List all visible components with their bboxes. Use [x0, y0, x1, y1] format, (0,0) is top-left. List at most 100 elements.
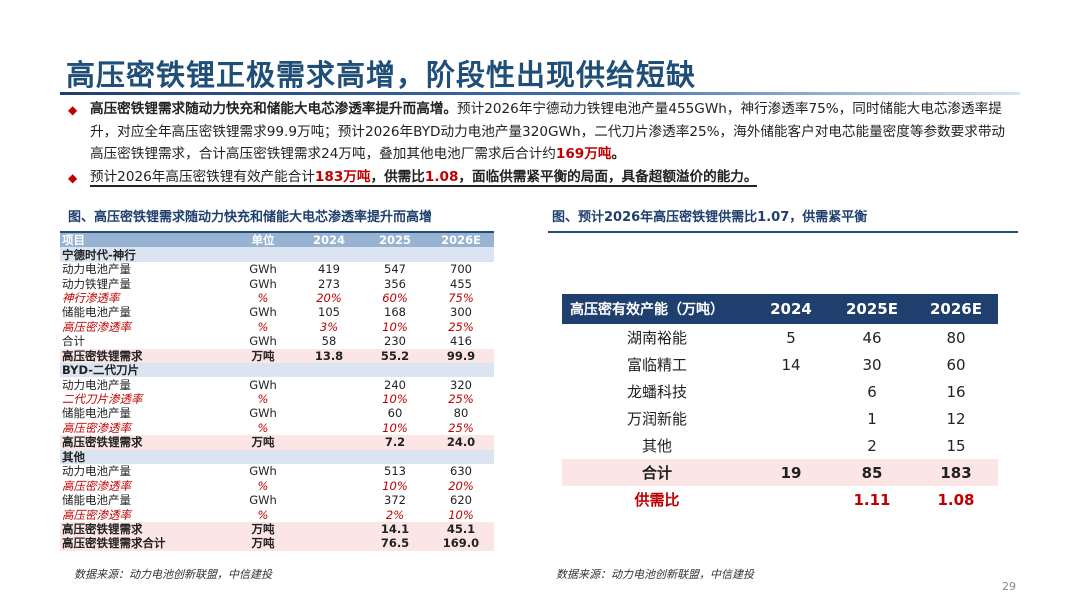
- table-cell: 620: [450, 493, 472, 508]
- table-cell: 30: [862, 355, 882, 374]
- table-cell: 2%: [385, 507, 405, 522]
- table-cell: 13.8: [296, 348, 362, 363]
- table-cell: 455: [450, 276, 472, 291]
- table-cell: %: [257, 507, 269, 522]
- table-cell: GWh: [249, 464, 277, 479]
- table-cell: 300: [450, 305, 472, 320]
- column-header: 2024: [296, 233, 362, 248]
- page-number: 29: [1002, 580, 1016, 593]
- table-cell: 60: [946, 355, 966, 374]
- table-cell: 700: [450, 262, 472, 277]
- row-label: 合计: [562, 459, 752, 486]
- bullet-text: 预计2026年高压密铁锂有效产能合计: [90, 168, 315, 185]
- row-label: 储能电池产量: [62, 305, 131, 320]
- table-cell: 10%: [382, 319, 408, 334]
- diamond-bullet-icon: ◆: [68, 170, 78, 185]
- caption-divider: [548, 231, 1018, 233]
- table-row: 万润新能 1 12: [562, 405, 998, 432]
- table-row: 其他 2 15: [562, 432, 998, 459]
- table-cell: %: [257, 392, 269, 407]
- table-cell: 10%: [382, 478, 408, 493]
- table-cell: GWh: [249, 262, 277, 277]
- row-label: 万润新能: [626, 410, 687, 428]
- total-row: 高压密铁锂需求 万吨 7.2 24.0: [60, 435, 494, 450]
- table-cell: 24.0: [428, 435, 494, 450]
- table-cell: [296, 493, 362, 507]
- table-cell: GWh: [249, 334, 277, 349]
- column-header: 2026E: [914, 294, 998, 324]
- column-header: 单位: [230, 233, 296, 248]
- row-label: 其他: [641, 437, 672, 455]
- table-row: 供需比 1.11 1.08: [562, 486, 998, 513]
- row-label: 供需比: [634, 491, 680, 509]
- table-cell: 80: [946, 328, 966, 347]
- demand-table: 项目 单位 2024 2025 2026E 宁德时代-神行 动力电池产量 GWh 419 547…: [60, 233, 494, 551]
- row-label: 动力电池产量: [62, 464, 131, 479]
- table-cell: [752, 432, 830, 459]
- table-cell: GWh: [249, 406, 277, 421]
- right-figure-caption: 图、预计2026年高压密铁锂供需比1.07，供需紧平衡: [552, 210, 868, 225]
- row-label: 高压密渗透率: [62, 319, 131, 334]
- table-cell: %: [257, 319, 269, 334]
- table-row: 神行渗透率% 20% 60% 75%: [60, 291, 494, 305]
- highlight-value: 1.08: [424, 168, 459, 185]
- table-cell: GWh: [249, 377, 277, 392]
- table-row: 合计 GWh 58 230 416: [60, 334, 494, 348]
- bullet-heading: 高压密铁锂需求随动力快充和储能大电芯渗透率提升而高增。: [90, 101, 458, 117]
- diamond-bullet-icon: ◆: [68, 103, 78, 117]
- table-row: 龙蟠科技 6 16: [562, 378, 998, 405]
- table-cell: GWh: [249, 305, 277, 320]
- table-cell: 169.0: [428, 536, 494, 551]
- table-cell: %: [257, 420, 269, 435]
- table-cell: [752, 405, 830, 432]
- table-cell: 85: [830, 459, 914, 486]
- page-title: 高压密铁锂正极需求高增，阶段性出现供给短缺: [66, 58, 697, 92]
- table-cell: 58: [321, 334, 337, 349]
- table-cell: [296, 536, 362, 551]
- caption-divider: [60, 231, 494, 233]
- row-label: 储能电池产量: [62, 406, 131, 421]
- table-cell: 16: [946, 382, 966, 401]
- bullet-item: ◆ 高压密铁锂需求随动力快充和储能大电芯渗透率提升而高增。预计2026年宁德动力…: [66, 98, 1016, 166]
- table-cell: 10%: [382, 392, 408, 407]
- table-cell: 10%: [448, 507, 474, 522]
- table-row: 动力电池产量 GWh 240 320: [60, 377, 494, 392]
- table-row: 高压密渗透率% 2% 10%: [60, 507, 494, 522]
- row-label: 高压密渗透率: [62, 478, 131, 493]
- row-label: 高压密渗透率: [62, 420, 131, 435]
- table-cell: 14: [781, 355, 801, 374]
- table-cell: [296, 521, 362, 537]
- section-label: 宁德时代-神行: [60, 247, 494, 262]
- row-label: 龙蟠科技: [626, 383, 687, 401]
- table-cell: 416: [450, 334, 472, 349]
- section-row: BYD-二代刀片: [60, 362, 494, 378]
- table-cell: 19: [752, 459, 830, 486]
- table-cell: [752, 486, 830, 513]
- table-cell: 万吨: [230, 521, 296, 537]
- table-cell: 20%: [448, 478, 474, 493]
- table-cell: 75%: [448, 290, 474, 305]
- table-cell: 万吨: [230, 348, 296, 363]
- row-label: 神行渗透率: [62, 290, 120, 305]
- table-cell: 14.1: [362, 521, 428, 537]
- table-cell: 12: [946, 409, 966, 428]
- column-header: 2026E: [428, 233, 494, 248]
- row-label: 合计: [62, 334, 85, 349]
- table-cell: 万吨: [230, 435, 296, 450]
- table-cell: [296, 478, 362, 492]
- table-cell: [296, 406, 362, 420]
- table-header-row: 高压密有效产能（万吨） 2024 2025E 2026E: [562, 294, 998, 324]
- table-cell: [296, 507, 362, 521]
- row-label: 动力电池产量: [62, 377, 131, 392]
- table-cell: 46: [862, 328, 882, 347]
- table-cell: 25%: [448, 420, 474, 435]
- table-cell: 45.1: [428, 521, 494, 537]
- table-cell: 3%: [319, 319, 339, 334]
- bullet-text-end: 。: [611, 146, 626, 162]
- column-header: 2025: [362, 233, 428, 248]
- table-cell: 1: [867, 409, 877, 428]
- table-cell: 356: [384, 276, 406, 291]
- table-cell: 240: [384, 377, 406, 392]
- table-cell: [296, 421, 362, 435]
- table-row: 动力铁锂产量 GWh 273 356 455: [60, 276, 494, 291]
